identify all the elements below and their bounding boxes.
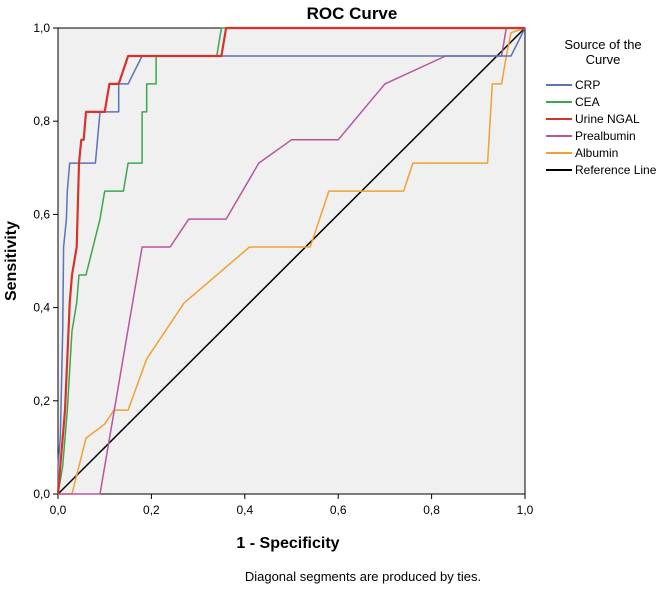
y-axis: 0,0 0,2 0,4 0,6 0,8 1,0 bbox=[33, 21, 58, 501]
series-line-cea bbox=[57, 27, 525, 495]
legend-label-cea: CEA bbox=[575, 95, 600, 109]
series-line-albumin bbox=[58, 27, 526, 495]
footnote: Diagonal segments are produced by ties. bbox=[245, 569, 481, 584]
y-tick-label: 0,0 bbox=[33, 487, 50, 501]
series-line-urine-ngal bbox=[56, 26, 525, 495]
x-tick-label: 1,0 bbox=[517, 503, 534, 517]
x-tick-label: 0,0 bbox=[50, 503, 67, 517]
legend-label-reference-line: Reference Line bbox=[575, 163, 657, 177]
legend-label-urine-ngal: Urine NGAL bbox=[575, 112, 640, 126]
legend-title-line-1: Source of the bbox=[564, 37, 641, 52]
x-tick-label: 0,4 bbox=[236, 503, 253, 517]
y-tick-label: 0,2 bbox=[33, 394, 50, 408]
x-tick-label: 0,2 bbox=[143, 503, 160, 517]
x-axis-label: 1 - Specificity bbox=[236, 535, 339, 552]
x-tick-label: 0,6 bbox=[330, 503, 347, 517]
y-axis-label: Sensitivity bbox=[3, 221, 20, 301]
series-line-reference-line bbox=[57, 27, 526, 495]
x-tick-label: 0,8 bbox=[423, 503, 440, 517]
legend: Source of the Curve CRP CEA Urine NGAL Prea… bbox=[546, 37, 657, 177]
chart-title: ROC Curve bbox=[307, 4, 398, 23]
legend-title-line-2: Curve bbox=[586, 52, 621, 67]
x-axis: 0,0 0,2 0,4 0,6 0,8 1,0 bbox=[50, 494, 534, 517]
legend-label-albumin: Albumin bbox=[575, 146, 618, 160]
y-tick-label: 0,6 bbox=[33, 207, 50, 221]
series-layer bbox=[56, 26, 526, 495]
y-tick-label: 1,0 bbox=[33, 21, 50, 35]
series-line-crp bbox=[57, 27, 526, 494]
y-tick-label: 0,4 bbox=[33, 301, 50, 315]
y-tick-label: 0,8 bbox=[33, 114, 50, 128]
legend-label-prealbumin: Prealbumin bbox=[575, 129, 636, 143]
legend-label-crp: CRP bbox=[575, 78, 600, 92]
